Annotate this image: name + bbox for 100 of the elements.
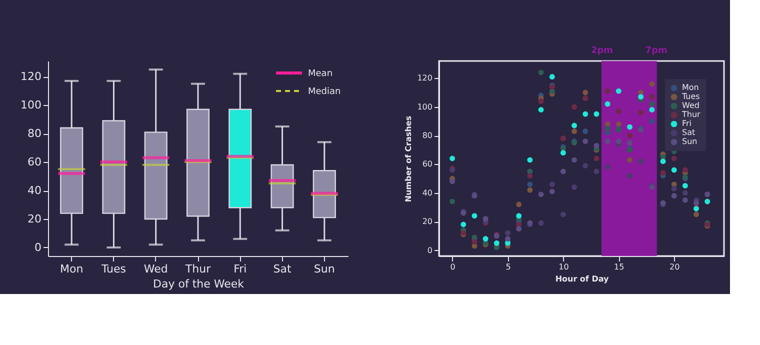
y-tick-label: 60 (28, 156, 42, 169)
annotation: Mean (308, 69, 333, 79)
point (460, 222, 466, 228)
point (616, 108, 622, 114)
x-tick-label: Sun (314, 262, 335, 276)
point (649, 107, 655, 112)
point (527, 182, 533, 188)
point (627, 172, 632, 178)
y-tick-label: 40 (422, 188, 432, 198)
point (682, 167, 688, 173)
point (527, 157, 533, 163)
point (527, 187, 533, 193)
y-tick-label: 20 (422, 217, 432, 226)
ref-line-label: 2pm (590, 46, 614, 56)
legend-label: Sun (682, 137, 698, 146)
y-tick-label: 20 (28, 212, 42, 226)
point (638, 158, 644, 164)
point (638, 94, 644, 100)
x-tick-label: Wed (144, 262, 168, 276)
x-tick-label: 5 (506, 262, 511, 272)
annotation: Median (308, 87, 341, 97)
point (538, 107, 544, 112)
x-tick-label: Fri (234, 262, 247, 276)
point (582, 111, 588, 117)
point (616, 138, 622, 144)
point (671, 186, 677, 192)
point (671, 156, 677, 162)
point (682, 183, 688, 188)
point (649, 81, 655, 87)
point (627, 132, 632, 138)
x-tick-label: Tues (100, 262, 126, 276)
point (627, 140, 632, 146)
point (549, 74, 555, 80)
point (582, 128, 588, 134)
point (450, 156, 456, 162)
legend-label: Thur (681, 110, 702, 119)
legend-label: Mon (682, 83, 699, 92)
point (660, 170, 666, 176)
point (516, 213, 522, 219)
y-tick-label: 40 (28, 184, 42, 198)
point (604, 88, 610, 94)
y-tick-label: 120 (20, 70, 42, 84)
point (604, 101, 610, 107)
point (649, 101, 655, 107)
point (582, 138, 588, 144)
point (649, 94, 655, 100)
point (582, 90, 588, 96)
x-axis-title: Hour of Day (555, 274, 610, 284)
point (604, 138, 610, 144)
point (694, 212, 700, 218)
point (704, 198, 710, 204)
point (616, 121, 622, 127)
y-axis-title: Number of Crashes (404, 116, 414, 202)
x-tick-label: Sat (273, 262, 292, 276)
y-tick-label: 0 (34, 240, 42, 254)
point (604, 126, 610, 132)
point (627, 157, 632, 163)
point (682, 190, 688, 196)
legend-label: Fri (682, 119, 692, 128)
y-tick-label: 0 (427, 246, 432, 255)
legend-label: Tues (681, 92, 700, 101)
point (472, 238, 478, 244)
point (660, 158, 666, 164)
point (616, 88, 622, 94)
x-axis-title: Day of the Week (152, 278, 245, 290)
point (572, 122, 578, 128)
point (638, 110, 644, 116)
point (627, 124, 632, 130)
point (450, 198, 456, 204)
x-tick-label: 0 (450, 262, 456, 272)
x-tick-label: 20 (670, 262, 680, 272)
point (505, 236, 510, 242)
point (582, 162, 588, 168)
point (549, 188, 555, 194)
legend-label: Wed (682, 101, 700, 110)
point (538, 98, 544, 104)
y-tick-label: 80 (422, 131, 432, 140)
ref-line-label: 7pm (645, 46, 668, 56)
x-tick-label: Mon (60, 262, 84, 276)
point (682, 197, 688, 203)
point (594, 142, 600, 148)
point (516, 202, 522, 208)
point (594, 168, 600, 174)
point (560, 168, 566, 174)
point (538, 220, 544, 226)
point (671, 167, 677, 173)
point (572, 104, 578, 110)
x-tick-label: 10 (558, 262, 569, 272)
legend-label: Sat (682, 128, 696, 137)
point (538, 192, 544, 198)
point (604, 164, 610, 170)
y-tick-label: 100 (20, 98, 42, 112)
point (482, 216, 488, 222)
point (649, 118, 655, 124)
point (594, 111, 600, 117)
y-tick-label: 100 (417, 102, 432, 112)
point (538, 70, 544, 76)
point (472, 213, 478, 219)
x-tick-label: 15 (614, 262, 624, 272)
point (482, 236, 488, 242)
